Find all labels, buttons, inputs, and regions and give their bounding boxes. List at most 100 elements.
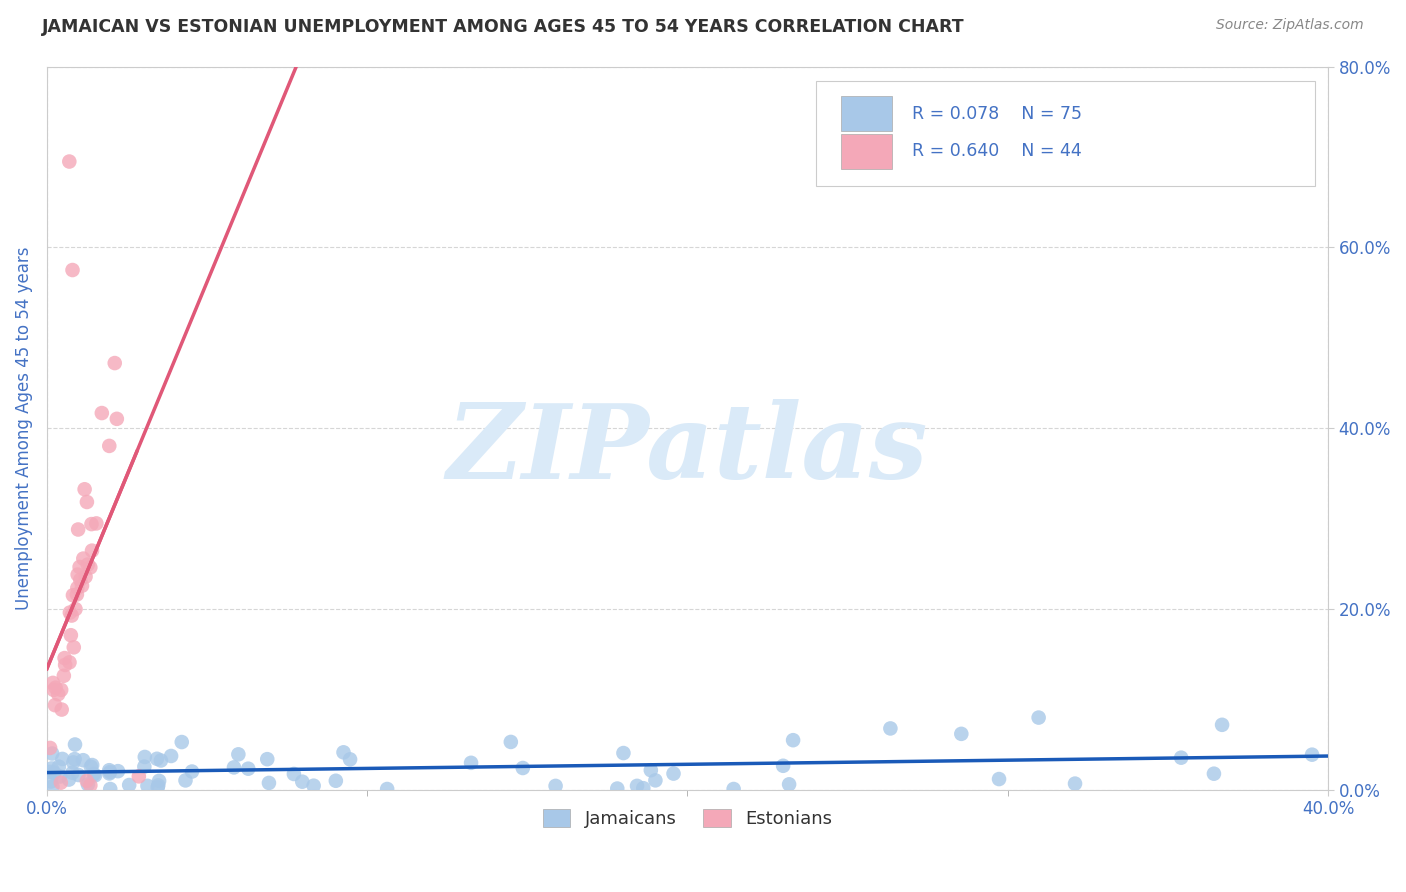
- Point: [662, 766, 685, 780]
- Point: [640, 763, 662, 777]
- Bar: [841, 134, 893, 169]
- Point: [283, 767, 305, 781]
- Point: [58, 656, 80, 670]
- Point: [48, 759, 70, 773]
- Point: [60, 608, 83, 623]
- Point: [76, 777, 98, 791]
- Point: [63, 752, 86, 766]
- Point: [98, 782, 121, 797]
- Point: [174, 773, 197, 788]
- Point: [257, 776, 280, 790]
- Point: [118, 778, 141, 792]
- Point: [1028, 710, 1050, 724]
- Point: [58, 154, 80, 169]
- Point: [950, 727, 973, 741]
- Point: [375, 782, 398, 797]
- Point: [65, 602, 87, 616]
- Point: [63, 738, 86, 752]
- Point: [66, 567, 89, 582]
- Point: [53, 657, 76, 672]
- Point: [76, 558, 98, 572]
- Point: [107, 764, 129, 779]
- Point: [49, 775, 72, 789]
- Point: [86, 516, 108, 531]
- Point: [98, 766, 121, 780]
- Point: [69, 573, 91, 587]
- Point: [134, 759, 156, 773]
- Point: [39, 774, 62, 789]
- Point: [782, 733, 804, 747]
- Point: [75, 569, 97, 583]
- Point: [41, 761, 63, 775]
- FancyBboxPatch shape: [815, 81, 1315, 186]
- Point: [104, 356, 127, 370]
- Point: [62, 588, 84, 602]
- Point: [45, 681, 67, 695]
- Point: [879, 722, 901, 736]
- Text: Source: ZipAtlas.com: Source: ZipAtlas.com: [1216, 18, 1364, 32]
- Text: R = 0.078    N = 75: R = 0.078 N = 75: [911, 104, 1081, 122]
- Point: [228, 747, 250, 762]
- Point: [76, 773, 98, 788]
- Point: [67, 768, 90, 782]
- Point: [52, 669, 75, 683]
- Point: [325, 773, 347, 788]
- Text: R = 0.640    N = 44: R = 0.640 N = 44: [911, 142, 1081, 161]
- Point: [39, 764, 62, 779]
- Point: [499, 735, 522, 749]
- Point: [58, 772, 80, 787]
- Point: [66, 587, 89, 601]
- Point: [1064, 776, 1087, 790]
- Point: [256, 752, 278, 766]
- Point: [70, 579, 93, 593]
- Point: [149, 754, 172, 768]
- Point: [69, 560, 91, 574]
- Point: [51, 682, 73, 697]
- Point: [44, 698, 66, 713]
- Point: [72, 551, 94, 566]
- Point: [988, 772, 1011, 786]
- Point: [633, 781, 655, 796]
- Point: [79, 560, 101, 574]
- Point: [98, 763, 121, 777]
- Point: [148, 773, 170, 788]
- Point: [160, 749, 183, 764]
- Point: [46, 687, 69, 701]
- Point: [79, 778, 101, 792]
- Point: [291, 774, 314, 789]
- Point: [62, 765, 84, 780]
- Point: [62, 640, 84, 655]
- Point: [148, 778, 170, 792]
- Point: [302, 779, 325, 793]
- Point: [136, 779, 159, 793]
- Point: [181, 764, 204, 779]
- Point: [49, 769, 72, 783]
- Point: [66, 581, 89, 595]
- Point: [238, 762, 260, 776]
- Point: [53, 651, 76, 665]
- Point: [222, 760, 245, 774]
- Point: [644, 773, 666, 788]
- Point: [39, 740, 62, 755]
- Point: [778, 777, 800, 791]
- Legend: Jamaicans, Estonians: Jamaicans, Estonians: [536, 801, 839, 835]
- Point: [146, 780, 169, 795]
- Point: [339, 752, 361, 766]
- Point: [73, 483, 96, 497]
- Point: [1202, 766, 1225, 780]
- Point: [1211, 718, 1233, 732]
- Point: [98, 439, 121, 453]
- Point: [62, 263, 84, 277]
- Text: ZIPatlas: ZIPatlas: [447, 400, 928, 500]
- Point: [59, 606, 82, 620]
- Point: [51, 752, 73, 766]
- Point: [146, 752, 169, 766]
- Point: [42, 682, 65, 697]
- Point: [51, 702, 73, 716]
- Point: [723, 782, 745, 797]
- Point: [41, 780, 63, 794]
- Point: [1301, 747, 1323, 762]
- Point: [44, 765, 66, 780]
- Point: [1170, 750, 1192, 764]
- Point: [67, 523, 90, 537]
